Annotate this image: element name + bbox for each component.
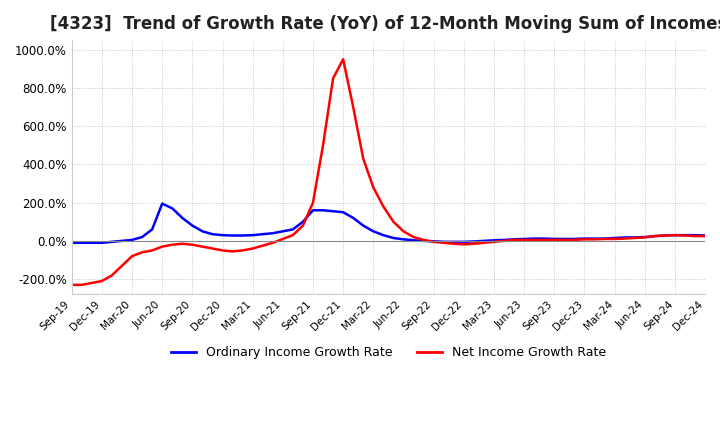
Net Income Growth Rate — [701, 234, 709, 239]
Net Income Growth Rate — [329, 76, 338, 81]
Ordinary Income Growth Rate — [148, 227, 156, 232]
Net Income Growth Rate — [480, 240, 488, 246]
Ordinary Income Growth Rate — [480, 238, 488, 243]
Ordinary Income Growth Rate — [490, 238, 498, 243]
Net Income Growth Rate — [339, 57, 348, 62]
Net Income Growth Rate — [68, 282, 76, 287]
Ordinary Income Growth Rate — [339, 209, 348, 215]
Ordinary Income Growth Rate — [68, 240, 76, 246]
Net Income Growth Rate — [429, 239, 438, 245]
Title: [4323]  Trend of Growth Rate (YoY) of 12-Month Moving Sum of Incomes: [4323] Trend of Growth Rate (YoY) of 12-… — [50, 15, 720, 33]
Legend: Ordinary Income Growth Rate, Net Income Growth Rate: Ordinary Income Growth Rate, Net Income … — [166, 341, 611, 364]
Ordinary Income Growth Rate — [701, 233, 709, 238]
Ordinary Income Growth Rate — [158, 201, 166, 206]
Net Income Growth Rate — [389, 219, 397, 224]
Net Income Growth Rate — [148, 248, 156, 253]
Net Income Growth Rate — [490, 239, 498, 245]
Ordinary Income Growth Rate — [389, 235, 397, 241]
Ordinary Income Growth Rate — [429, 238, 438, 244]
Line: Net Income Growth Rate: Net Income Growth Rate — [72, 59, 705, 285]
Line: Ordinary Income Growth Rate: Ordinary Income Growth Rate — [72, 204, 705, 243]
